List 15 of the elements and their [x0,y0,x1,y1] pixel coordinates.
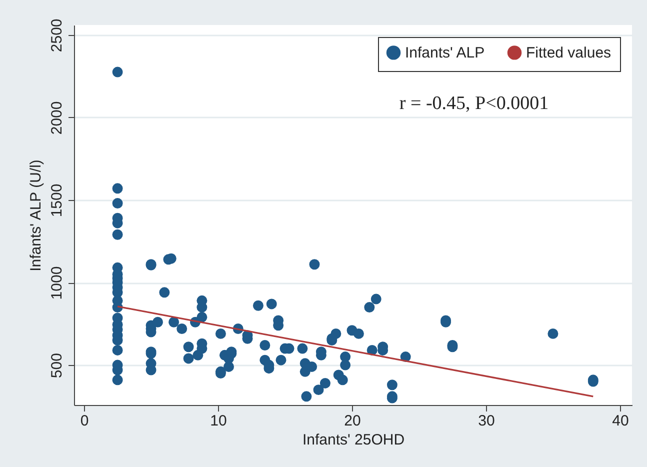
legend-label: Infants' ALP [405,44,485,62]
x-tick-label: 0 [80,412,89,430]
legend-label: Fitted values [526,44,612,62]
y-tick-label: 2000 [48,101,66,135]
y-tick-label: 500 [48,353,66,378]
x-tick-label: 30 [478,412,495,430]
y-tick-label: 2500 [48,18,66,52]
x-axis-title: Infants' 25OHD [302,432,405,448]
y-axis-title: Infants' ALP (U/l) [28,160,44,272]
y-tick-label: 1500 [48,184,66,218]
y-tick-label: 1000 [48,266,66,300]
annotation: r = -0.45, P<0.0001 [399,93,549,114]
x-tick-label: 10 [210,412,227,430]
x-tick-label: 40 [612,412,629,430]
x-tick-label: 20 [344,412,361,430]
